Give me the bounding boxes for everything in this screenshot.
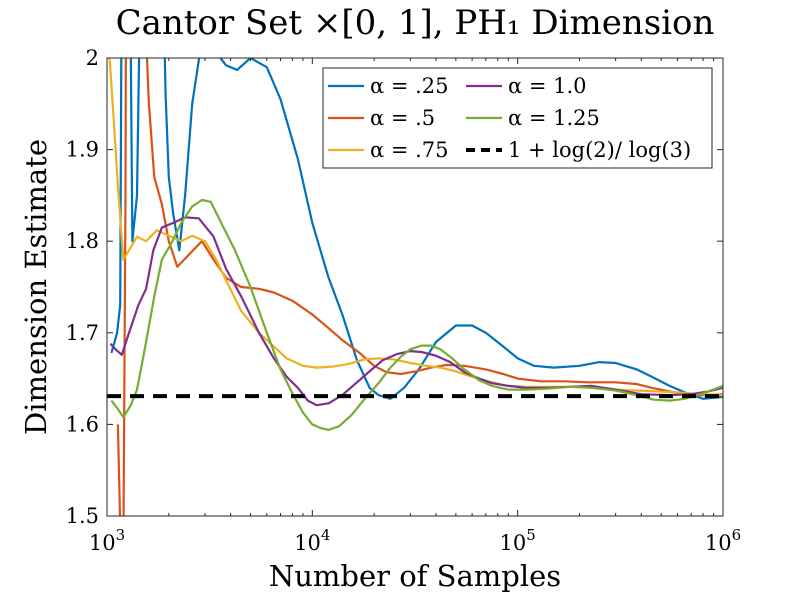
chart-title: Cantor Set ×[0, 1], PH₁ Dimension bbox=[116, 3, 715, 43]
x-tick-label: 103 bbox=[89, 526, 125, 555]
legend-entry-6: 1 + log(2)/ log(3) bbox=[508, 138, 691, 162]
series-line-1 bbox=[110, 58, 723, 400]
y-tick-label: 2 bbox=[86, 46, 99, 70]
y-tick-label: 1.9 bbox=[66, 138, 99, 162]
legend-entry-5: α = 1.25 bbox=[508, 106, 600, 130]
x-axis-label: Number of Samples bbox=[269, 559, 561, 593]
y-tick-label: 1.8 bbox=[66, 229, 99, 253]
series-layer bbox=[107, 58, 723, 516]
x-tick-label: 104 bbox=[294, 526, 330, 555]
series-line-2 bbox=[116, 58, 723, 516]
y-tick-labels: 1.5 1.6 1.7 1.8 1.9 2 bbox=[66, 46, 99, 528]
legend-entry-2: α = .5 bbox=[370, 106, 435, 130]
legend-entry-3: α = .75 bbox=[370, 138, 449, 162]
axes-box bbox=[106, 57, 724, 517]
y-tick-label: 1.5 bbox=[66, 504, 99, 528]
y-tick-label: 1.7 bbox=[66, 321, 99, 345]
y-axis-label: Dimension Estimate bbox=[19, 139, 53, 435]
x-tick-label: 105 bbox=[500, 526, 536, 555]
legend-box bbox=[322, 67, 713, 169]
legend: α = .25 α = .5 α = .75 α = 1.0 α = 1.25 1 + l… bbox=[322, 67, 713, 169]
series-line-5 bbox=[110, 198, 723, 431]
legend-entry-1: α = .25 bbox=[370, 74, 449, 98]
legend-entry-4: α = 1.0 bbox=[508, 74, 587, 98]
x-tick-labels: 103 104 105 106 bbox=[89, 526, 741, 555]
y-tick-label: 1.6 bbox=[66, 412, 99, 436]
x-tick-label: 106 bbox=[705, 526, 741, 555]
